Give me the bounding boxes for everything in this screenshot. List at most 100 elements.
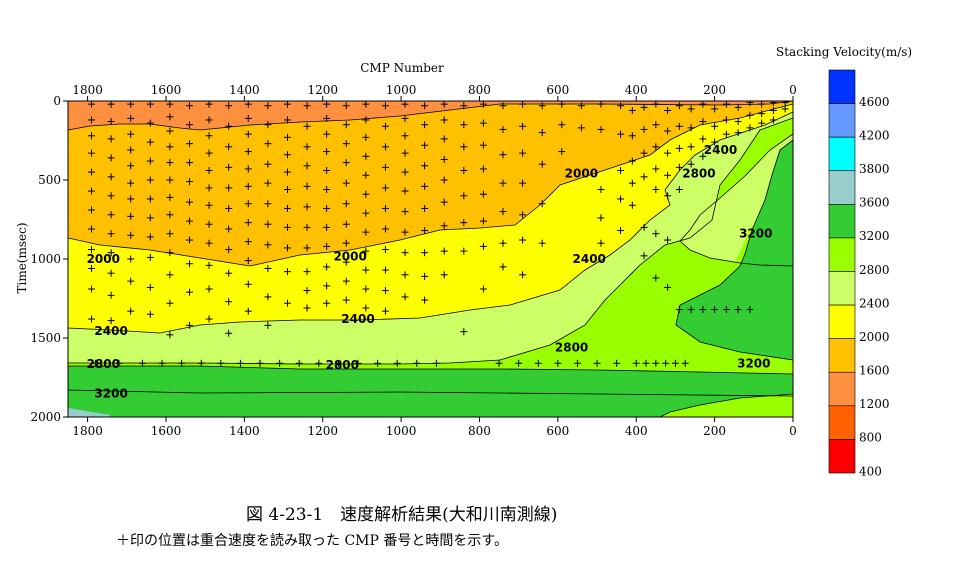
band-3200-east	[676, 140, 793, 360]
pick-row0-11	[315, 359, 323, 367]
x-tick-label-bottom-2: 1400	[229, 424, 260, 438]
pick-col9-8	[264, 264, 272, 272]
pick-row0-3	[158, 359, 166, 367]
pick-col10-0	[283, 101, 291, 108]
pick-col27-3	[617, 195, 625, 203]
contour-label-7: 2800	[87, 357, 120, 371]
pick-col18-5	[440, 198, 448, 206]
pick-col0-10	[88, 285, 96, 293]
y-axis-title: Time(msec)	[15, 222, 29, 293]
pick-col30-2	[652, 143, 660, 151]
pick-col29-1	[640, 125, 648, 133]
pick-row0-19	[515, 359, 523, 367]
pick-col3-9	[146, 283, 154, 291]
pick-col12-10	[323, 282, 331, 290]
pick-col17-9	[421, 296, 429, 304]
pick-col11-3	[303, 162, 311, 170]
pick-col17-3	[421, 162, 429, 170]
y-tick-label-0: 0	[53, 94, 61, 108]
pick-col11-6	[303, 223, 311, 231]
pick-col2-8	[127, 231, 135, 239]
contour-1600	[68, 103, 793, 267]
x-tick-label-top-2: 1400	[229, 83, 260, 97]
pick-col7-3	[225, 163, 233, 171]
pick-col16-3	[401, 149, 409, 157]
pick-col3-1	[146, 119, 154, 127]
pick-col12-3	[323, 148, 331, 156]
x-axis-title: CMP Number	[360, 61, 444, 75]
pick-col14-3	[362, 152, 370, 160]
pick-col12-11	[323, 299, 331, 307]
pick-col1-2	[107, 135, 115, 143]
pick-col29-0	[640, 103, 648, 111]
pick-col21-6	[499, 263, 507, 271]
contour-label-5: 2400	[573, 252, 606, 266]
pick-col3-3	[146, 157, 154, 165]
pick-col12-0	[323, 101, 331, 108]
pick-col37-2	[734, 129, 742, 137]
pick-col26-4	[597, 239, 605, 247]
pick-col9-1	[264, 121, 272, 129]
pick-col3-8	[146, 253, 154, 261]
pick-col30-5	[652, 230, 660, 238]
pick-col11-5	[303, 203, 311, 211]
pick-col13-1	[342, 121, 350, 129]
x-tick-label-top-5: 800	[468, 83, 491, 97]
pick-col33-3	[687, 160, 695, 168]
pick-col17-0	[421, 102, 429, 110]
contour-label-12: 3200	[739, 227, 772, 241]
pick-col1-9	[107, 269, 115, 277]
pick-col2-3	[127, 146, 135, 154]
pick-col16-9	[401, 271, 409, 279]
pick-col11-8	[303, 268, 311, 276]
x-tick-label-top-8: 200	[703, 83, 726, 97]
pick-col37-0	[734, 103, 742, 111]
pick-col5-3	[185, 159, 193, 167]
pick-col10-9	[283, 268, 291, 276]
pick-col29-5	[640, 252, 648, 260]
pick-col38-2	[746, 124, 754, 132]
pick-col9-3	[264, 160, 272, 168]
pick-col26-2	[597, 185, 605, 193]
pick-row0-5	[197, 359, 205, 367]
pick-col1-7	[107, 230, 115, 238]
pick-col20-7	[479, 285, 487, 293]
pick-col33-1	[687, 124, 695, 132]
pick-col10-10	[283, 299, 291, 307]
pick-col2-6	[127, 195, 135, 203]
colorbar: 4600 4200 3800 3600 3200 2800 2400 2000 1600 1200…	[828, 69, 890, 478]
pick-col8-10	[244, 280, 252, 288]
pick-col3-10	[146, 310, 154, 318]
pick-col0-6	[88, 206, 96, 214]
colorbar-swatch-1600	[828, 338, 856, 373]
velocity-picks	[88, 101, 789, 367]
pick-col13-5	[342, 200, 350, 208]
pick-row0-15	[393, 359, 401, 367]
pick-col14-0	[362, 101, 370, 108]
colorbar-swatch-3200	[828, 204, 856, 239]
pick-col6-5	[205, 184, 213, 192]
pick-col15-0	[381, 102, 389, 110]
band-1600	[68, 101, 793, 266]
pick-col0-2	[88, 132, 96, 140]
pick-col5-7	[185, 236, 193, 244]
pick-col31-6	[664, 283, 672, 291]
pick-col27-0	[617, 102, 625, 110]
x-tick-label-top-7: 400	[625, 83, 648, 97]
pick-col15-2	[381, 143, 389, 151]
pick-col14-9	[362, 266, 370, 274]
pick-col36-0	[722, 101, 730, 108]
contour-label-0: 2000	[87, 252, 120, 266]
pick-col30-3	[652, 165, 660, 173]
pick-col17-5	[421, 204, 429, 212]
pick-col20-4	[479, 190, 487, 198]
pick-col7-5	[225, 204, 233, 212]
pick-col13-6	[342, 220, 350, 228]
pick-col30-6	[652, 274, 660, 282]
pick-col0-5	[88, 187, 96, 195]
pick-col1-10	[107, 291, 115, 299]
pick-col16-1	[401, 114, 409, 122]
pick-col14-4	[362, 171, 370, 179]
pick-col16-6	[401, 208, 409, 216]
pick-col0-3	[88, 149, 96, 157]
